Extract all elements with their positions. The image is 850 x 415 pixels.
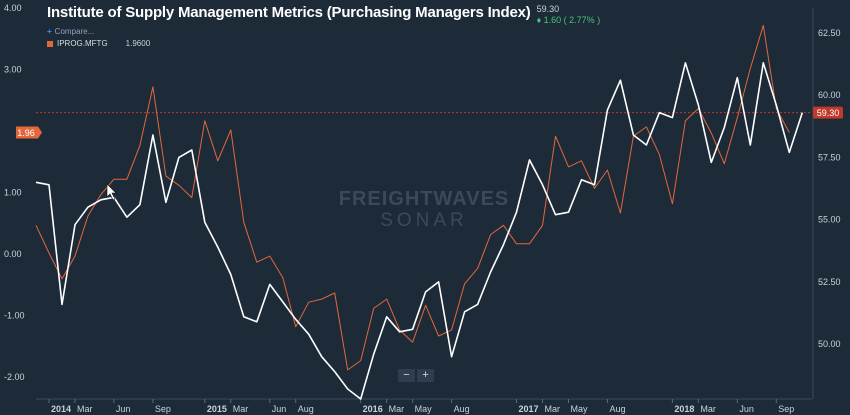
x-axis-tick-label: Aug: [609, 404, 625, 414]
x-axis-tick-label: Jun: [739, 404, 754, 414]
watermark-sonar: SONAR: [380, 210, 468, 231]
quote-box: 59.30 ♦ 1.60 ( 2.77% ): [537, 4, 601, 26]
compare-label: Compare...: [54, 27, 95, 36]
chart-header: Institute of Supply Management Metrics (…: [47, 4, 600, 26]
x-axis-tick-label: Mar: [233, 404, 249, 414]
right-axis-tick-label: 52.50: [818, 277, 841, 287]
x-axis-tick-label: Aug: [298, 404, 314, 414]
x-axis-tick-label: May: [415, 404, 433, 414]
left-value-badge-label: 1.96: [17, 128, 35, 138]
legend-swatch: [47, 40, 53, 47]
series-line-iprog[interactable]: [35, 24, 790, 371]
right-axis-tick-label: 50.00: [818, 339, 841, 349]
x-axis-tick-label: May: [570, 404, 588, 414]
compare-button[interactable]: + Compare...: [47, 27, 94, 36]
left-axis-tick-label: 4.00: [4, 3, 22, 13]
right-value-badge-label: 59.30: [817, 108, 840, 118]
right-axis-tick-label: 62.50: [818, 28, 841, 38]
last-value: 59.30: [536, 4, 560, 14]
x-axis-tick-label: 2017: [519, 404, 539, 414]
x-axis-tick-label: Jun: [116, 404, 131, 414]
left-axis-tick-label: 0.00: [4, 249, 22, 259]
x-axis-tick-label: Mar: [77, 404, 93, 414]
x-axis-tick-label: Aug: [454, 404, 470, 414]
series-line-pmi[interactable]: [35, 61, 804, 400]
zoom-in-button[interactable]: +: [417, 369, 434, 382]
x-axis-tick-label: 2014: [51, 404, 71, 414]
right-axis-tick-label: 57.50: [818, 152, 841, 162]
legend-symbol: IPROG.MFTG: [57, 39, 108, 48]
x-axis-tick-label: Jun: [272, 404, 287, 414]
right-value-badge: [813, 106, 843, 119]
zoom-controls: − +: [398, 369, 434, 382]
left-axis-tick-label: 1.00: [4, 188, 22, 198]
right-axis-tick-label: 55.00: [818, 215, 841, 225]
legend-item-iprog[interactable]: IPROG.MFTG 1.9600: [47, 39, 150, 48]
watermark-freightwaves: FREIGHTWAVES: [339, 188, 510, 210]
x-axis-tick-label: Sep: [155, 404, 171, 414]
left-axis-tick-label: -1.00: [4, 311, 25, 321]
x-axis-tick-label: Mar: [545, 404, 561, 414]
left-axis-tick-label: -2.00: [4, 372, 25, 382]
cursor-icon: [106, 183, 117, 201]
x-axis-tick-label: 2018: [674, 404, 694, 414]
legend-value: 1.9600: [125, 39, 151, 48]
x-axis-tick-label: Sep: [778, 404, 794, 414]
left-axis-tick-label: 3.00: [4, 65, 22, 75]
x-axis-tick-label: 2016: [363, 404, 383, 414]
right-axis-tick-label: 60.00: [818, 90, 841, 100]
plus-icon: +: [47, 27, 52, 36]
x-axis-tick-label: Mar: [700, 404, 716, 414]
change-value: ♦ 1.60 ( 2.77% ): [536, 15, 601, 25]
x-axis-tick-label: 2015: [207, 404, 227, 414]
left-value-badge: [16, 126, 42, 139]
x-axis-tick-label: Mar: [389, 404, 405, 414]
zoom-out-button[interactable]: −: [398, 369, 415, 382]
chart-title: Institute of Supply Management Metrics (…: [47, 4, 531, 21]
